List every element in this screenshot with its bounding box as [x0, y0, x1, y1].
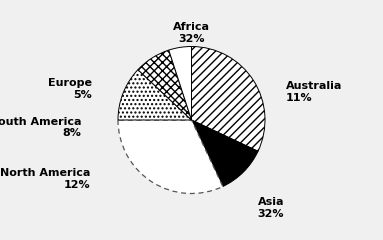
Text: South America
8%: South America 8%	[0, 117, 81, 138]
Text: Asia
32%: Asia 32%	[258, 197, 284, 219]
Wedge shape	[118, 70, 192, 120]
Wedge shape	[169, 47, 192, 120]
Text: Europe
5%: Europe 5%	[48, 78, 92, 100]
Wedge shape	[192, 47, 265, 151]
Text: Africa
32%: Africa 32%	[173, 23, 210, 44]
Text: North America
12%: North America 12%	[0, 168, 90, 190]
Wedge shape	[138, 50, 192, 120]
Wedge shape	[192, 120, 258, 186]
Text: Australia
11%: Australia 11%	[286, 81, 342, 103]
Wedge shape	[118, 120, 223, 193]
